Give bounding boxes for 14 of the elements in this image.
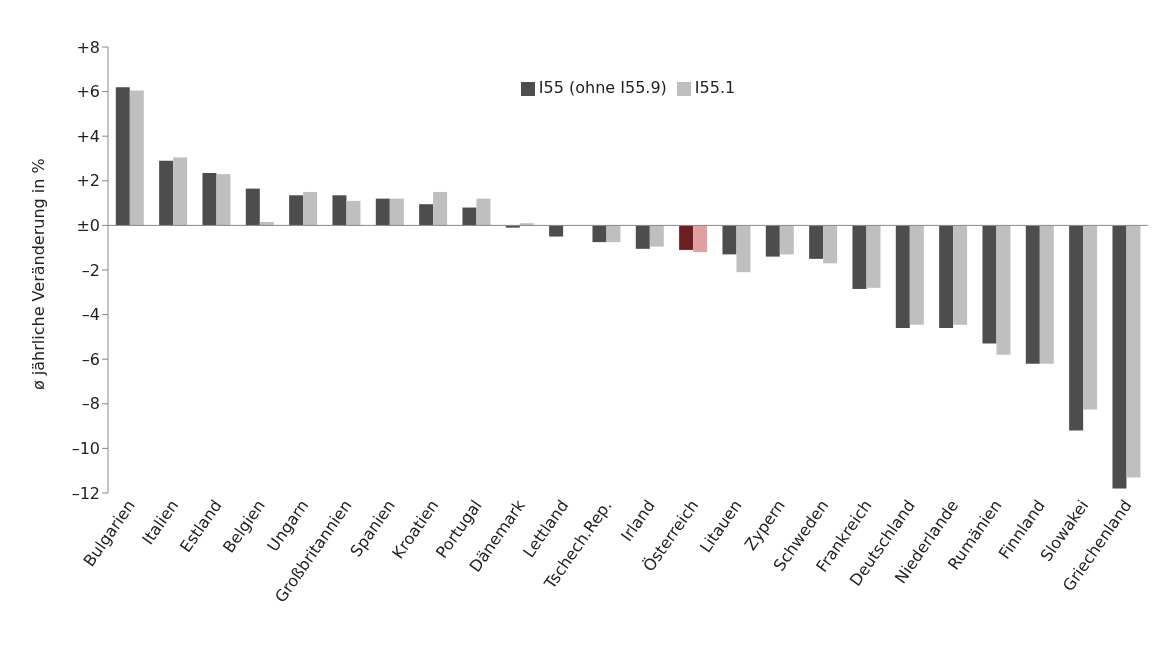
y-tick-label: –8: [81, 394, 100, 414]
y-tick-label: –12: [71, 483, 100, 503]
y-tick-label: +2: [76, 171, 100, 191]
y-tick-label: ±0: [76, 216, 100, 236]
y-tick-label: +6: [76, 82, 100, 102]
y-tick-label: +4: [76, 126, 100, 146]
y-tick-label: –6: [81, 349, 100, 369]
legend-label: I55 (ohne I55.9): [538, 78, 667, 97]
legend-label: I55.1: [694, 78, 736, 97]
y-tick-label: –2: [81, 260, 100, 280]
y-tick-label: +8: [76, 37, 100, 57]
y-axis-title: ø jährliche Veränderung in %: [28, 158, 48, 390]
y-tick-label: –10: [71, 439, 100, 459]
y-tick-label: –4: [81, 305, 100, 325]
